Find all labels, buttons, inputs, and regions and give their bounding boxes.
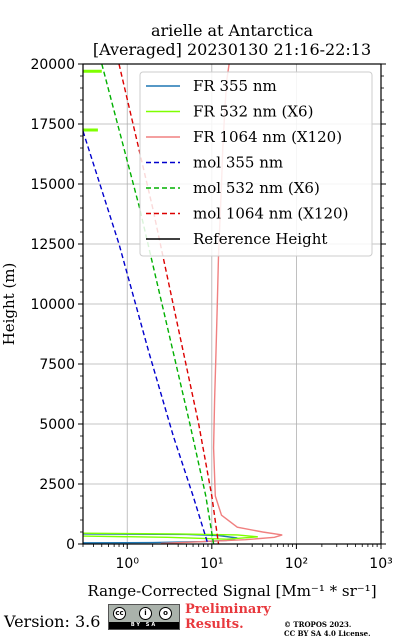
y-tick-label: 7500 [39,357,75,373]
legend-entry: FR 355 nm [193,77,277,95]
y-tick-label: 15000 [30,177,75,193]
y-tick-label: 17500 [30,117,75,133]
y-tick-label: 2500 [39,477,75,493]
copyright-note: © TROPOS 2023. CC BY SA 4.0 License. [284,620,371,638]
legend-entry: mol 355 nm [193,154,283,172]
y-tick-label: 20000 [30,57,75,73]
chart-subtitle: [Averaged] 20230130 21:16-22:13 [92,40,372,59]
legend-box [139,71,373,257]
y-tick-label: 12500 [30,237,75,253]
cc-icon: cc [113,607,126,620]
legend: FR 355 nm FR 532 nm (X6) FR 1064 nm (X120)… [139,71,373,257]
sa-icon: o [159,607,172,620]
y-axis-label: Height (m) [0,263,18,346]
chart-title: arielle at Antarctica [150,21,314,40]
legend-entry: mol 1064 nm (X120) [193,205,348,223]
x-tick-label: 10³ [369,556,392,572]
x-tick-label: 10¹ [200,556,223,572]
version-label: Version: 3.6 [4,612,101,631]
legend-entry: FR 1064 nm (X120) [193,128,342,146]
x-tick-label: 10⁰ [116,556,140,572]
by-icon: i [139,607,152,620]
legend-entry: mol 532 nm (X6) [193,179,320,197]
legend-entry: FR 532 nm (X6) [193,103,313,121]
axis-ticks: 0 2500 5000 7500 10000 12500 15000 17500 20000 10… [30,57,392,572]
y-tick-label: 10000 [30,297,75,313]
series-mol-532-nm-x6-line [101,64,215,544]
series-fr-532-nm-x6-line [83,532,258,540]
legend-entry: Reference Height [193,230,327,248]
series-mol-355-nm-line [83,130,209,544]
cc-license-badge: cc i o BY SA [108,604,180,630]
x-tick-label: 10² [285,556,308,572]
y-tick-label: 0 [66,537,75,553]
preliminary-note: Preliminary Results. [185,602,271,632]
cc-badge-text: BY SA [130,622,158,628]
x-axis-label: Range-Corrected Signal [Mm⁻¹ * sr⁻¹] [87,582,376,600]
y-tick-label: 5000 [39,417,75,433]
